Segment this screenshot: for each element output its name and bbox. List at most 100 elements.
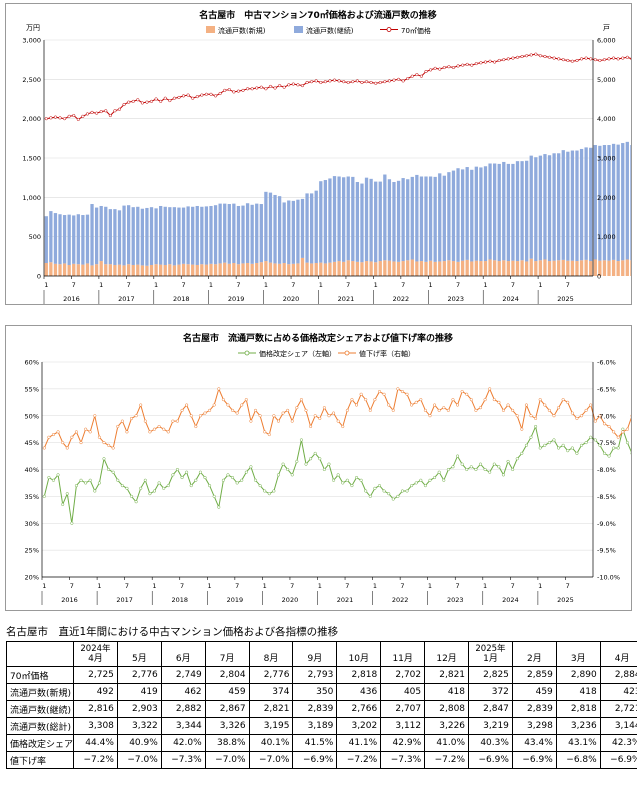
share-point	[70, 521, 74, 525]
price-cut-point	[515, 414, 519, 418]
table-cell: 41.0%	[424, 734, 470, 752]
price-point	[328, 79, 332, 83]
share-point	[107, 467, 111, 472]
chart2-x-tick-label: 1	[152, 582, 156, 590]
share-point	[345, 478, 349, 482]
share-point	[543, 443, 547, 447]
chart1-x-tick-label: 7	[511, 281, 515, 289]
price-point	[145, 100, 149, 104]
chart1-x-tick-label: 7	[181, 281, 185, 289]
chart1-left-tick-label: 500	[29, 233, 41, 241]
bar-continued	[460, 169, 465, 261]
bar-new	[149, 264, 154, 276]
table-cell: 40.1%	[248, 734, 294, 752]
price-cut-point	[47, 435, 51, 439]
bar-new	[85, 263, 90, 276]
bar-continued	[465, 167, 469, 260]
price-point	[177, 95, 181, 99]
bar-new	[49, 262, 53, 276]
price-point	[479, 61, 483, 65]
bar-new	[186, 264, 190, 276]
chart2-x-tick-label: 7	[345, 582, 349, 590]
chart2-x-tick-label: 1	[373, 582, 377, 590]
bar-continued	[575, 150, 579, 262]
bar-continued	[108, 209, 112, 265]
bar-continued	[191, 206, 195, 265]
bar-new	[159, 264, 163, 276]
price-cut-point	[162, 427, 166, 431]
bar-new	[424, 261, 428, 276]
bar-new	[419, 261, 424, 276]
chart1-x-tick-label: 7	[401, 281, 405, 289]
share-point	[607, 454, 611, 458]
chart2-left-tick-label: 45%	[25, 439, 39, 447]
table-cell: 459	[511, 683, 557, 701]
bar-continued	[396, 180, 401, 262]
price-cut-point	[460, 390, 464, 394]
price-cut-point	[350, 398, 354, 402]
table-cell: 2,818	[336, 666, 382, 684]
bar-continued	[72, 215, 76, 264]
share-point	[405, 489, 409, 493]
price-line	[46, 53, 637, 121]
chart1-x-tick-label: 7	[346, 281, 350, 289]
price-cut-point	[194, 424, 198, 429]
price-cut-point	[598, 414, 602, 418]
month-header-label: 1月	[483, 653, 498, 664]
chart1-x-tick-label: 1	[319, 281, 323, 289]
bar-continued	[479, 167, 483, 262]
bar-new	[195, 264, 199, 276]
price-cut-point	[120, 419, 124, 423]
table-cell: 2,776	[248, 666, 294, 684]
price-point	[515, 55, 520, 59]
price-point	[305, 80, 309, 85]
price-cut-point	[423, 408, 427, 412]
price-point	[424, 69, 428, 74]
price-cut-point	[359, 392, 363, 396]
share-point	[433, 476, 437, 480]
share-point	[74, 484, 78, 488]
share-point	[492, 462, 496, 466]
price-point	[259, 85, 263, 89]
table-cell: 3,326	[204, 717, 250, 735]
price-point	[547, 55, 552, 59]
price-point	[181, 94, 186, 98]
price-cut-point	[529, 414, 533, 418]
price-point	[456, 64, 460, 68]
chart1-right-tick-label: 5,000	[597, 76, 616, 84]
price-point	[520, 54, 524, 59]
price-cut-point	[111, 446, 115, 450]
legend-cut-marker	[344, 350, 350, 356]
price-point	[451, 65, 456, 70]
share-point	[65, 492, 69, 496]
bar-new	[181, 263, 186, 276]
bar-continued	[401, 178, 405, 262]
bar-continued	[570, 150, 575, 261]
price-point	[397, 77, 401, 81]
price-cut-point	[332, 411, 336, 415]
price-cut-point	[405, 392, 409, 396]
bar-continued	[534, 157, 538, 262]
bar-new	[67, 264, 71, 276]
table-cell: 2,867	[204, 700, 250, 718]
table-row: 流通戸数(新規) 492 419 462 459 374 350 436 405 418 372 45…	[6, 683, 637, 701]
price-cut-point	[616, 435, 620, 439]
bar-new	[598, 260, 602, 276]
share-point	[478, 462, 483, 466]
share-point	[579, 443, 584, 447]
share-point	[299, 438, 303, 442]
price-cut-point	[593, 419, 597, 423]
bar-new	[479, 261, 483, 276]
chart2-year-label: 2018	[171, 596, 188, 604]
share-point	[460, 462, 464, 466]
share-point	[203, 476, 207, 480]
share-point	[102, 457, 106, 461]
bar-new	[584, 259, 588, 276]
share-point	[258, 484, 262, 488]
price-point	[200, 93, 204, 97]
chart1-right-tick-label: 0	[597, 273, 601, 281]
bar-continued	[204, 206, 209, 265]
chart1-x-tick-label: 7	[291, 281, 295, 289]
bar-continued	[227, 204, 231, 264]
chart2-x-tick-label: 7	[511, 582, 515, 590]
